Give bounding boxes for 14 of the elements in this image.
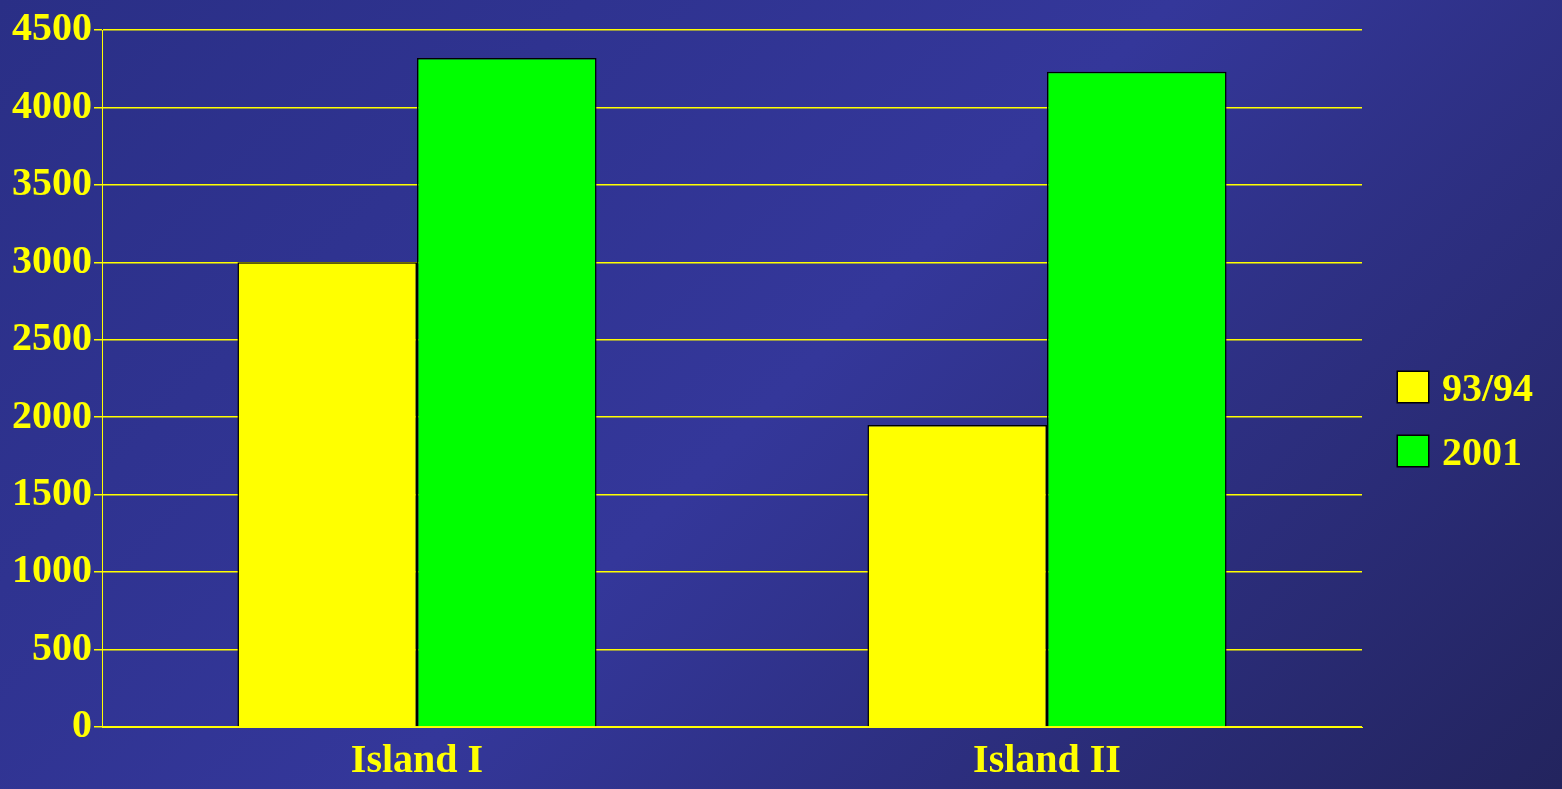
y-tick-label: 4500 (12, 4, 92, 50)
legend-label: 93/94 (1442, 363, 1534, 411)
y-tick-label: 3000 (12, 236, 92, 282)
y-tick-label: 2000 (12, 391, 92, 437)
y-tick-label: 3500 (12, 159, 92, 205)
x-tick-label: Island II (973, 736, 1121, 782)
x-tick-label: Island I (350, 736, 484, 782)
legend-label: 2001 (1442, 427, 1522, 475)
y-tick-label: 2500 (12, 314, 92, 360)
y-tick-label: 0 (72, 701, 92, 747)
y-tick-label: 1500 (12, 468, 92, 514)
y-tick-label: 500 (32, 623, 92, 669)
y-tick-label: 1000 (12, 546, 92, 592)
y-tick-label: 4000 (12, 81, 92, 127)
